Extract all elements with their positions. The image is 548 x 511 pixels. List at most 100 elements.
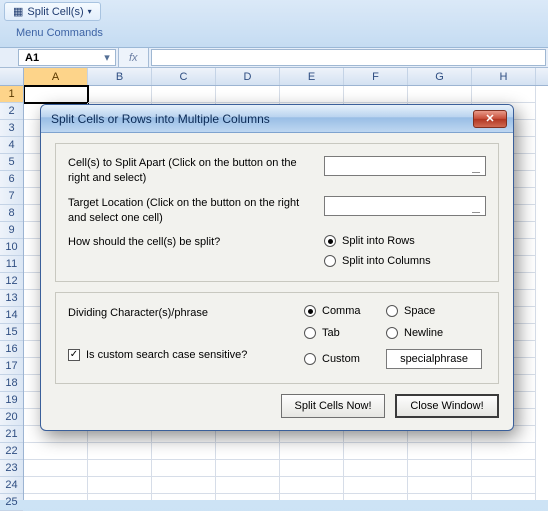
row-header[interactable]: 4 [0,137,23,154]
row-header[interactable]: 19 [0,392,23,409]
dialog-titlebar[interactable]: Split Cells or Rows into Multiple Column… [41,105,513,133]
row-header[interactable]: 2 [0,103,23,120]
divider-tab-radio[interactable]: Tab [304,327,382,339]
row-header[interactable]: 18 [0,375,23,392]
cell[interactable] [344,443,408,460]
column-header[interactable]: C [152,68,216,85]
cell[interactable] [216,443,280,460]
cell[interactable] [408,477,472,494]
row-header[interactable]: 10 [0,239,23,256]
cell[interactable] [88,477,152,494]
range-picker-icon[interactable]: _ [467,200,485,212]
cell[interactable] [280,460,344,477]
column-header[interactable]: H [472,68,536,85]
cell[interactable] [472,443,536,460]
custom-phrase-input[interactable] [386,349,482,369]
formula-input[interactable] [151,49,546,66]
cells-to-split-input[interactable]: _ [324,156,486,176]
row-header[interactable]: 16 [0,341,23,358]
row-headers: 1234567891011121314151617181920212223242… [0,68,24,500]
split-now-button[interactable]: Split Cells Now! [281,394,385,418]
close-icon[interactable]: ✕ [473,110,507,128]
cell[interactable] [152,494,216,500]
cell[interactable] [152,460,216,477]
cell[interactable] [472,494,536,500]
cell[interactable] [344,477,408,494]
cell[interactable] [152,443,216,460]
close-window-button[interactable]: Close Window! [395,394,499,418]
cell[interactable] [216,460,280,477]
cell[interactable] [24,86,88,103]
target-location-input[interactable]: _ [324,196,486,216]
cell[interactable] [216,494,280,500]
cell[interactable] [472,460,536,477]
cell[interactable] [88,460,152,477]
radio-label: Split into Columns [342,255,431,267]
cell[interactable] [408,460,472,477]
row-header[interactable]: 1 [0,86,23,103]
split-into-rows-radio[interactable]: Split into Rows [324,235,486,247]
row-header[interactable]: 9 [0,222,23,239]
cell[interactable] [152,477,216,494]
cell[interactable] [408,443,472,460]
cell[interactable] [88,494,152,500]
cell[interactable] [24,443,88,460]
row-header[interactable]: 12 [0,273,23,290]
column-header[interactable]: A [24,68,88,85]
cell[interactable] [408,86,472,103]
cell[interactable] [344,86,408,103]
row-header[interactable]: 13 [0,290,23,307]
case-sensitive-checkbox[interactable]: Is custom search case sensitive? [68,349,288,361]
split-into-columns-radio[interactable]: Split into Columns [324,255,486,267]
cell[interactable] [280,477,344,494]
row-header[interactable]: 20 [0,409,23,426]
radio-label: Tab [322,327,340,339]
row-header[interactable]: 22 [0,443,23,460]
cell[interactable] [88,443,152,460]
row-header[interactable]: 25 [0,494,23,511]
row-header[interactable]: 5 [0,154,23,171]
range-picker-icon[interactable]: _ [467,160,485,172]
cell[interactable] [152,86,216,103]
column-header[interactable]: G [408,68,472,85]
fx-label[interactable]: fx [118,48,149,67]
column-header[interactable]: D [216,68,280,85]
row-header[interactable]: 21 [0,426,23,443]
name-box[interactable]: A1 ▾ [18,49,116,66]
row-header[interactable]: 6 [0,171,23,188]
cell[interactable] [472,477,536,494]
cell[interactable] [24,494,88,500]
row-header[interactable]: 14 [0,307,23,324]
divider-space-radio[interactable]: Space [386,305,486,317]
cell[interactable] [472,86,536,103]
cell[interactable] [216,477,280,494]
row-header[interactable]: 3 [0,120,23,137]
cell[interactable] [88,86,152,103]
row-header[interactable]: 23 [0,460,23,477]
chevron-down-icon[interactable]: ▾ [99,51,115,64]
select-all-corner[interactable] [0,68,23,86]
cell[interactable] [280,86,344,103]
cell[interactable] [344,494,408,500]
split-cells-ribbon-button[interactable]: ▦ Split Cell(s) ▾ [4,2,101,21]
row-header[interactable]: 7 [0,188,23,205]
cell[interactable] [280,443,344,460]
column-header[interactable]: E [280,68,344,85]
column-header[interactable]: B [88,68,152,85]
row-header[interactable]: 8 [0,205,23,222]
cell[interactable] [216,86,280,103]
divider-newline-radio[interactable]: Newline [386,327,486,339]
cell[interactable] [344,460,408,477]
cell[interactable] [280,494,344,500]
row-header[interactable]: 11 [0,256,23,273]
row-header[interactable]: 24 [0,477,23,494]
cell[interactable] [24,477,88,494]
divider-comma-radio[interactable]: Comma [304,305,382,317]
cell[interactable] [408,494,472,500]
row-header[interactable]: 15 [0,324,23,341]
cell[interactable] [24,460,88,477]
radio-icon [304,305,316,317]
row-header[interactable]: 17 [0,358,23,375]
divider-custom-radio[interactable]: Custom [304,349,382,369]
column-header[interactable]: F [344,68,408,85]
